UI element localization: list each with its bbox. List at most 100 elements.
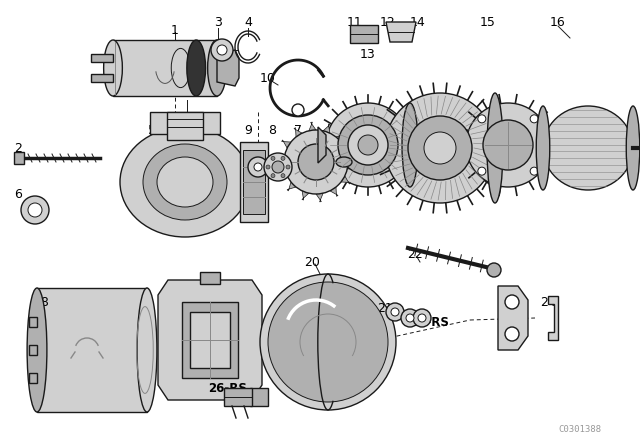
Circle shape <box>530 115 538 123</box>
Bar <box>190 312 230 368</box>
Text: 25-RS: 25-RS <box>411 315 449 328</box>
Circle shape <box>326 103 410 187</box>
Circle shape <box>254 163 262 171</box>
Polygon shape <box>498 286 528 350</box>
Circle shape <box>271 174 275 178</box>
Circle shape <box>272 161 284 173</box>
Circle shape <box>358 135 378 155</box>
Bar <box>250 388 268 406</box>
Polygon shape <box>336 133 345 142</box>
Ellipse shape <box>143 144 227 220</box>
Bar <box>167 112 203 140</box>
Polygon shape <box>318 127 326 163</box>
Polygon shape <box>278 169 287 176</box>
Ellipse shape <box>137 288 157 412</box>
Text: 9: 9 <box>244 124 252 137</box>
Text: 8: 8 <box>268 124 276 137</box>
Text: 15: 15 <box>480 16 496 29</box>
Bar <box>29 373 37 383</box>
Circle shape <box>338 115 398 175</box>
Polygon shape <box>309 122 316 131</box>
Circle shape <box>264 153 292 181</box>
Bar <box>14 152 24 164</box>
Text: 4: 4 <box>244 16 252 29</box>
Polygon shape <box>302 191 309 200</box>
Circle shape <box>505 295 519 309</box>
Polygon shape <box>282 140 291 148</box>
Circle shape <box>284 130 348 194</box>
Polygon shape <box>316 193 323 202</box>
Bar <box>91 54 113 62</box>
Text: 6: 6 <box>14 189 22 202</box>
Polygon shape <box>158 280 262 400</box>
Ellipse shape <box>27 288 47 412</box>
Circle shape <box>530 167 538 175</box>
Polygon shape <box>386 22 416 42</box>
Circle shape <box>478 115 486 123</box>
Ellipse shape <box>207 40 227 96</box>
Polygon shape <box>287 182 296 191</box>
Text: 22: 22 <box>407 249 423 262</box>
Bar <box>240 142 268 222</box>
Ellipse shape <box>104 40 122 96</box>
Polygon shape <box>347 162 356 169</box>
Circle shape <box>487 263 501 277</box>
Text: 20: 20 <box>304 255 320 268</box>
Ellipse shape <box>120 127 250 237</box>
Text: 17: 17 <box>197 303 213 316</box>
Circle shape <box>401 309 419 327</box>
Circle shape <box>418 314 426 322</box>
Polygon shape <box>330 187 338 196</box>
Text: 2: 2 <box>14 142 22 155</box>
Text: 18: 18 <box>34 296 50 309</box>
Bar <box>150 112 220 134</box>
Circle shape <box>391 308 399 316</box>
Text: 13: 13 <box>360 48 376 61</box>
Bar <box>200 272 220 284</box>
Ellipse shape <box>627 106 640 190</box>
Ellipse shape <box>536 106 550 190</box>
Circle shape <box>505 327 519 341</box>
Bar <box>29 345 37 355</box>
Circle shape <box>211 39 233 61</box>
Text: 5: 5 <box>148 124 156 137</box>
Circle shape <box>483 120 533 170</box>
Ellipse shape <box>336 157 352 167</box>
Circle shape <box>406 314 414 322</box>
Text: 3: 3 <box>214 16 222 29</box>
Circle shape <box>21 196 49 224</box>
Circle shape <box>424 132 456 164</box>
Circle shape <box>466 103 550 187</box>
Text: 14: 14 <box>410 16 426 29</box>
Text: 26-RS: 26-RS <box>209 382 248 395</box>
Bar <box>113 40 217 96</box>
Bar <box>182 302 238 378</box>
Polygon shape <box>217 50 239 86</box>
Ellipse shape <box>157 157 213 207</box>
Circle shape <box>348 125 388 165</box>
Polygon shape <box>341 176 350 184</box>
Circle shape <box>28 203 42 217</box>
Circle shape <box>292 104 304 116</box>
Circle shape <box>298 144 334 180</box>
Circle shape <box>281 174 285 178</box>
Circle shape <box>413 309 431 327</box>
Text: 21: 21 <box>377 302 393 314</box>
Polygon shape <box>323 124 330 133</box>
Ellipse shape <box>543 106 633 190</box>
Text: 1: 1 <box>171 23 179 36</box>
Text: C0301388: C0301388 <box>559 426 602 435</box>
Text: 24: 24 <box>540 296 556 309</box>
Circle shape <box>217 45 227 55</box>
Text: 23: 23 <box>500 296 516 309</box>
Circle shape <box>271 156 275 160</box>
Circle shape <box>478 167 486 175</box>
Circle shape <box>386 303 404 321</box>
Text: 16: 16 <box>550 16 566 29</box>
Circle shape <box>266 165 270 169</box>
Bar <box>243 150 265 214</box>
Polygon shape <box>294 128 302 137</box>
Circle shape <box>281 156 285 160</box>
Polygon shape <box>276 155 285 162</box>
Bar <box>91 74 113 82</box>
